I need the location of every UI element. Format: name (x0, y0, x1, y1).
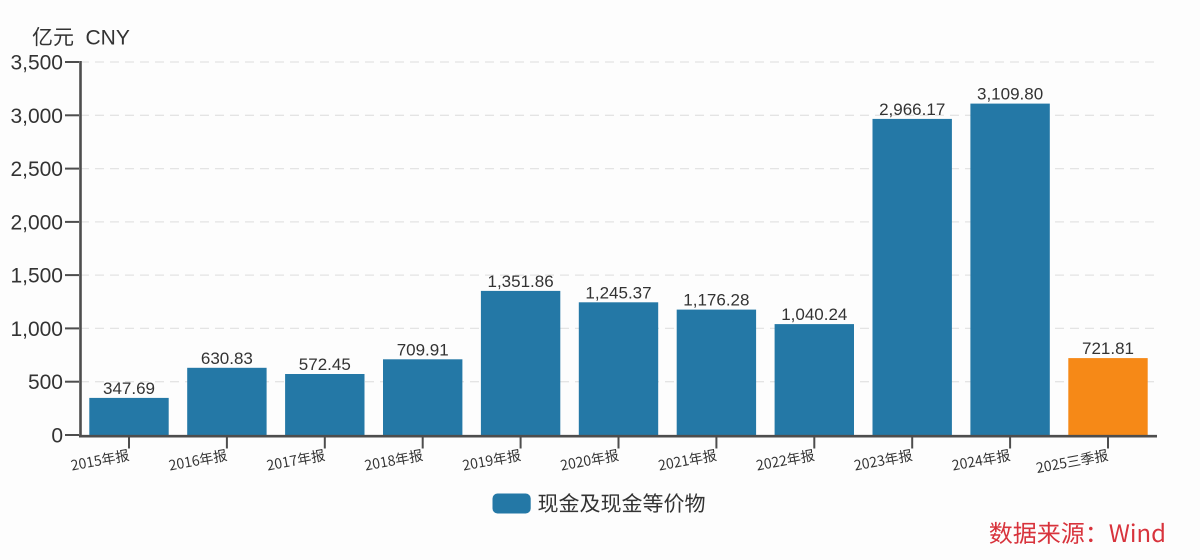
svg-text:500: 500 (28, 371, 63, 394)
svg-text:2,500: 2,500 (10, 158, 63, 181)
svg-text:572.45: 572.45 (299, 355, 351, 374)
svg-text:1,351.86: 1,351.86 (488, 272, 554, 291)
svg-text:0: 0 (51, 425, 63, 448)
svg-text:3,000: 3,000 (10, 105, 63, 128)
svg-text:3,109.80: 3,109.80 (977, 85, 1043, 104)
svg-text:347.69: 347.69 (103, 379, 155, 398)
svg-text:1,245.37: 1,245.37 (585, 283, 651, 302)
svg-text:1,000: 1,000 (10, 318, 63, 341)
svg-text:2,966.17: 2,966.17 (879, 100, 945, 119)
svg-text:CNY: CNY (86, 27, 130, 50)
svg-text:2,000: 2,000 (10, 211, 63, 234)
svg-text:1,500: 1,500 (10, 265, 63, 288)
svg-text:721.81: 721.81 (1082, 339, 1134, 358)
svg-text:709.91: 709.91 (397, 340, 449, 359)
svg-text:1,040.24: 1,040.24 (781, 305, 847, 324)
svg-text:630.83: 630.83 (201, 349, 253, 368)
svg-text:1,176.28: 1,176.28 (683, 291, 749, 310)
svg-text:3,500: 3,500 (10, 52, 63, 75)
